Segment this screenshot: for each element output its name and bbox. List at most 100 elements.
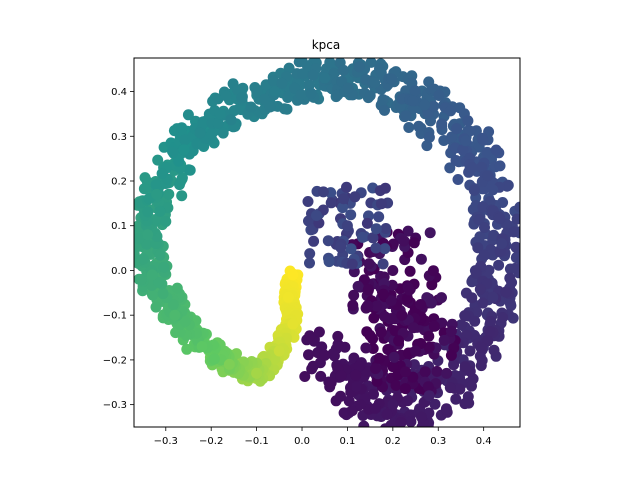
scatter-point	[206, 128, 218, 140]
scatter-point	[464, 345, 476, 357]
scatter-point	[423, 330, 435, 342]
scatter-point	[454, 383, 466, 395]
scatter-point	[368, 388, 379, 400]
scatter-point	[407, 95, 419, 107]
scatter-point	[349, 191, 361, 203]
scatter-point	[405, 416, 417, 427]
scatter-point	[337, 64, 349, 76]
scatter-point	[154, 249, 166, 261]
scatter-point	[196, 341, 208, 352]
scatter-point	[500, 286, 512, 298]
scatter-point	[156, 168, 168, 179]
scatter-point	[419, 366, 431, 378]
scatter-point	[413, 120, 425, 132]
scatter-point	[305, 87, 317, 99]
scatter-point	[403, 122, 415, 133]
scatter-point	[415, 253, 427, 265]
x-axis: −0.3 −0.2 −0.1 0.0 0.1 0.2 0.3 0.4	[154, 427, 492, 447]
scatter-point	[360, 342, 372, 354]
scatter-point	[375, 326, 387, 338]
scatter-point	[478, 249, 490, 261]
scatter-point	[377, 288, 389, 300]
scatter-point	[377, 258, 389, 270]
scatter-point	[345, 243, 357, 255]
scatter-point	[369, 77, 381, 89]
scatter-point	[297, 68, 309, 80]
scatter-point	[401, 293, 413, 305]
scatter-point	[171, 282, 183, 294]
scatter-point	[208, 353, 220, 365]
points-layer	[134, 58, 520, 427]
scatter-point	[475, 342, 487, 353]
scatter-point	[410, 345, 422, 357]
scatter-point	[428, 100, 440, 112]
plot-frame	[133, 57, 521, 428]
scatter-point	[138, 183, 150, 195]
scatter-point	[381, 409, 393, 420]
scatter-point	[276, 77, 288, 89]
scatter-point	[343, 395, 355, 407]
scatter-point	[135, 274, 147, 286]
x-tick-label: −0.3	[154, 436, 178, 447]
scatter-point	[332, 338, 344, 350]
scatter-point	[423, 390, 435, 402]
scatter-point	[382, 344, 394, 355]
scatter-point	[307, 360, 319, 372]
scatter-point	[348, 289, 360, 301]
scatter-point	[341, 181, 352, 193]
scatter-point	[178, 144, 190, 156]
scatter-point	[157, 288, 169, 300]
scatter-point	[251, 367, 263, 379]
scatter-point	[519, 245, 520, 252]
scatter-point	[423, 341, 435, 353]
scatter-point	[484, 326, 496, 337]
scatter-point	[225, 114, 237, 126]
scatter-point	[315, 370, 327, 382]
scatter-point	[514, 201, 520, 213]
scatter-point	[212, 93, 224, 105]
scatter-point	[479, 222, 490, 233]
scatter-point	[427, 265, 439, 277]
y-tick-label: 0.2	[111, 177, 127, 188]
y-tick-label: 0.1	[111, 221, 127, 232]
scatter-point	[223, 358, 235, 370]
scatter-point	[141, 238, 153, 250]
scatter-point	[471, 306, 483, 318]
scatter-point	[423, 131, 435, 143]
scatter-point	[220, 90, 232, 102]
scatter-point	[245, 101, 257, 113]
scatter-point	[497, 312, 509, 323]
scatter-point	[441, 367, 453, 379]
scatter-point	[470, 267, 482, 279]
scatter-point	[341, 220, 353, 232]
scatter-point	[322, 235, 334, 247]
scatter-point	[472, 242, 484, 254]
scatter-point	[173, 155, 185, 167]
scatter-point	[142, 229, 154, 241]
scatter-point	[335, 370, 347, 381]
scatter-point	[510, 241, 520, 253]
scatter-point	[488, 229, 500, 241]
x-tick-label: −0.2	[199, 436, 223, 447]
scatter-point	[357, 231, 368, 243]
scatter-point	[154, 205, 166, 217]
scatter-point	[332, 330, 344, 342]
scatter-point	[375, 198, 387, 210]
scatter-point	[147, 289, 159, 301]
scatter-point	[402, 225, 414, 237]
scatter-point	[153, 276, 164, 288]
scatter-point	[150, 301, 162, 313]
scatter-point	[194, 127, 206, 139]
scatter-point	[358, 420, 370, 427]
scatter-point	[508, 226, 520, 238]
scatter-point	[158, 261, 170, 273]
scatter-point	[482, 335, 494, 347]
scatter-point	[494, 212, 506, 224]
scatter-point	[422, 381, 434, 393]
scatter-point	[347, 299, 359, 311]
scatter-point	[408, 237, 420, 249]
scatter-point	[450, 393, 462, 405]
scatter-point	[509, 262, 520, 274]
scatter-point	[409, 85, 421, 97]
